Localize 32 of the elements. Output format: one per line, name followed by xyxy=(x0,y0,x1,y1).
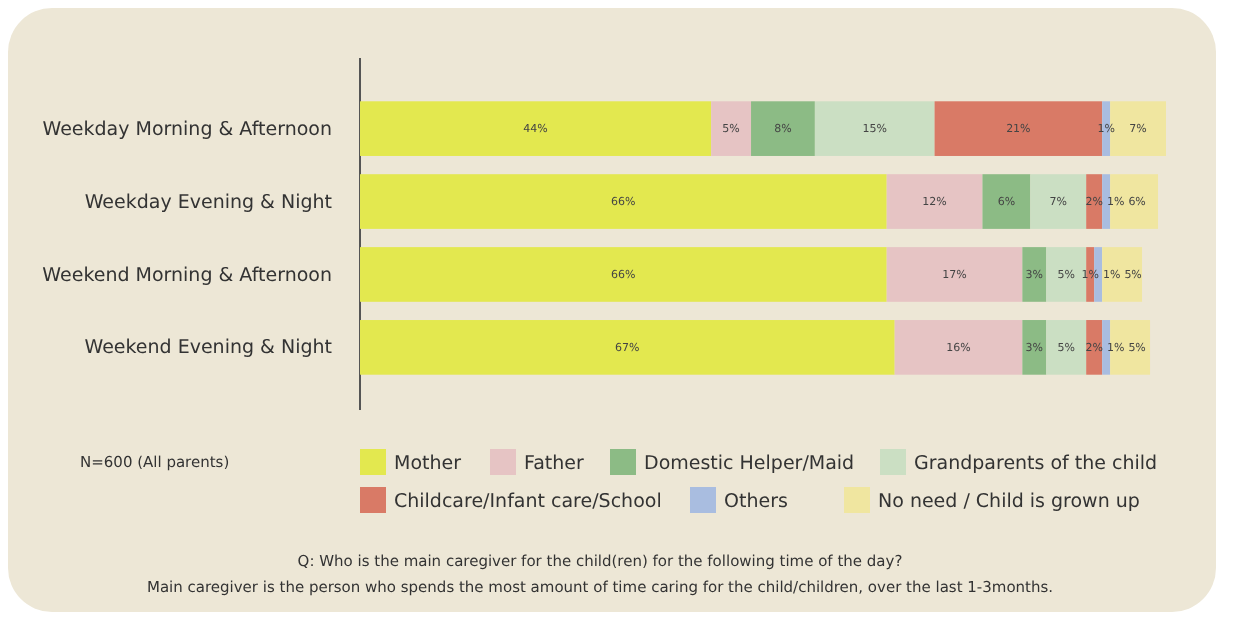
bar xyxy=(1102,320,1111,375)
bar xyxy=(360,101,712,156)
bar xyxy=(1022,320,1047,375)
y-tick-label: Weekend Evening & Night xyxy=(84,337,333,360)
legend-label: No need / Child is grown up xyxy=(878,490,1140,513)
bar xyxy=(814,101,935,156)
bar xyxy=(1030,174,1087,229)
bar xyxy=(1102,174,1111,229)
bar xyxy=(711,101,752,156)
bar xyxy=(1102,247,1143,302)
bar xyxy=(1102,101,1111,156)
bar xyxy=(360,247,887,302)
legend-label: Domestic Helper/Maid xyxy=(644,452,855,475)
legend-label: Grandparents of the child xyxy=(914,452,1158,475)
bar xyxy=(1110,174,1159,229)
y-tick-label: Weekday Morning & Afternoon xyxy=(42,118,332,141)
bar xyxy=(360,174,887,229)
y-tick-label: Weekend Morning & Afternoon xyxy=(42,264,332,287)
legend-label: Others xyxy=(724,490,788,513)
bar xyxy=(1022,247,1047,302)
legend-label: Mother xyxy=(394,452,462,475)
bar xyxy=(886,174,983,229)
bar xyxy=(1046,320,1087,375)
bar xyxy=(894,320,1023,375)
bar xyxy=(982,174,1031,229)
bar xyxy=(751,101,815,156)
legend-label: Childcare/Infant care/School xyxy=(394,490,662,513)
bar xyxy=(1110,320,1151,375)
bar xyxy=(886,247,1023,302)
y-tick-label: Weekday Evening & Night xyxy=(84,191,333,214)
legend-label: Father xyxy=(524,452,585,475)
bar xyxy=(360,320,895,375)
